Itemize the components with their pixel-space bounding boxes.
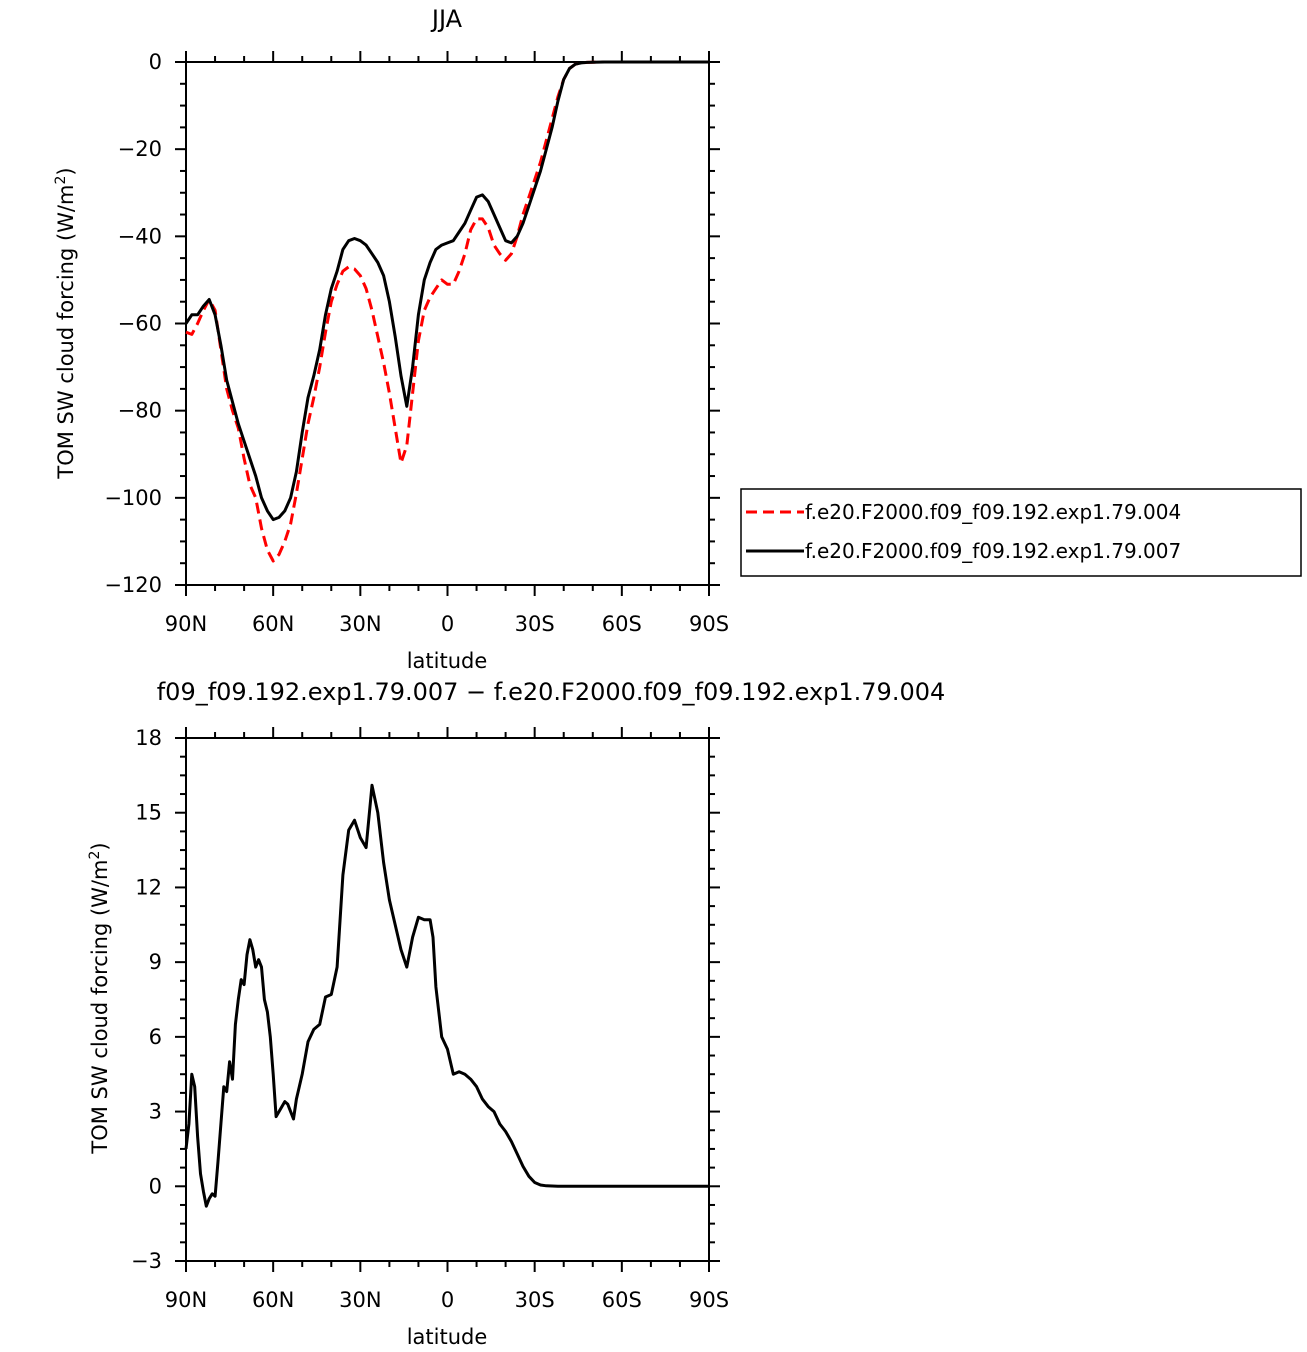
top-line-chart: JJA TOM SW cloud forcing (W/m2) latitude… [53,5,729,673]
top-y-tick-label: −60 [118,312,162,336]
bottom-y-tick-label: 3 [149,1100,162,1124]
top-series-line-2 [184,60,709,522]
bottom-x-tick-label: 60N [252,1288,294,1312]
top-x-tick-label: 60N [252,612,294,636]
bottom-line-chart: f09_f09.192.exp1.79.007 − f.e20.F2000.f0… [87,678,945,1349]
top-plot-title: JJA [430,5,463,33]
top-x-tick-label: 90N [165,612,207,636]
top-x-tick-label: 30N [339,612,381,636]
top-y-axis-title: TOM SW cloud forcing (W/m2) [53,167,78,479]
bottom-y-tick-label: 15 [135,801,162,825]
bottom-x-axis-title: latitude [407,1325,488,1349]
legend-box [740,488,1302,577]
top-y-tick-label: −20 [118,137,162,161]
top-y-tick-label: −80 [118,399,162,423]
bottom-y-tick-label: −3 [131,1249,162,1273]
top-x-tick-label: 30S [515,612,555,636]
bottom-series-line-1 [184,783,709,1208]
bottom-x-tick-label: 90S [689,1288,729,1312]
bottom-y-tick-label: 9 [149,950,162,974]
top-series-line-1 [185,60,709,563]
bottom-y-tick-label: 12 [135,875,162,899]
legend-label-series-004: f.e20.F2000.f09_f09.192.exp1.79.004 [805,500,1181,524]
legend: f.e20.F2000.f09_f09.192.exp1.79.004 f.e2… [740,488,1302,577]
bottom-y-tick-label: 0 [149,1174,162,1198]
legend-label-series-007: f.e20.F2000.f09_f09.192.exp1.79.007 [805,539,1181,563]
bottom-y-tick-label: 18 [135,726,162,750]
top-x-tick-label: 90S [689,612,729,636]
top-x-axis-title: latitude [407,649,488,673]
bottom-plot-title: f09_f09.192.exp1.79.007 − f.e20.F2000.f0… [157,678,946,706]
top-y-tick-label: −120 [104,573,162,597]
bottom-y-tick-label: 6 [149,1025,162,1049]
bottom-x-tick-label: 60S [602,1288,642,1312]
top-y-tick-label: −40 [118,224,162,248]
top-y-tick-label: −100 [104,486,162,510]
top-x-tick-label: 0 [441,612,454,636]
bottom-x-tick-label: 30N [339,1288,381,1312]
bottom-y-axis-title: TOM SW cloud forcing (W/m2) [87,842,112,1154]
bottom-x-tick-label: 0 [441,1288,454,1312]
bottom-x-tick-label: 90N [165,1288,207,1312]
bottom-x-tick-label: 30S [515,1288,555,1312]
top-y-tick-label: 0 [149,50,162,74]
top-x-tick-label: 60S [602,612,642,636]
